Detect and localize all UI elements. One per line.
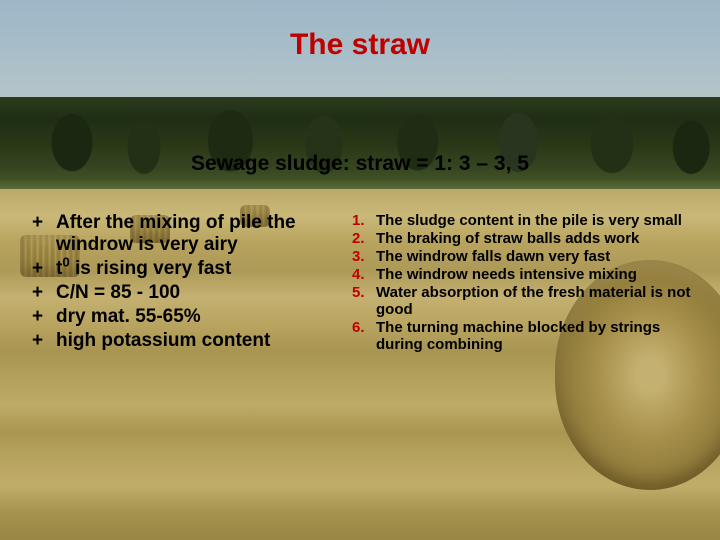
- plus-marker: +: [32, 282, 56, 304]
- cons-item-text: The windrow needs intensive mixing: [376, 266, 702, 283]
- slide-title: The straw: [0, 28, 720, 62]
- pros-item-text: After the mixing of pile the windrow is …: [56, 212, 342, 256]
- plus-marker: +: [32, 330, 56, 352]
- pros-item-text: high potassium content: [56, 330, 342, 352]
- plus-marker: +: [32, 212, 56, 256]
- cons-item: 6.The turning machine blocked by strings…: [352, 319, 702, 353]
- number-marker: 2.: [352, 230, 376, 247]
- cons-item: 1.The sludge content in the pile is very…: [352, 212, 702, 229]
- pros-item: +dry mat. 55-65%: [32, 306, 342, 328]
- number-marker: 3.: [352, 248, 376, 265]
- cons-item-text: Water absorption of the fresh material i…: [376, 284, 702, 318]
- cons-list: 1.The sludge content in the pile is very…: [352, 212, 702, 354]
- pros-item-text: C/N = 85 - 100: [56, 282, 342, 304]
- cons-item: 4.The windrow needs intensive mixing: [352, 266, 702, 283]
- cons-item: 3.The windrow falls dawn very fast: [352, 248, 702, 265]
- pros-item-text: t0 is rising very fast: [56, 258, 342, 280]
- pros-item: +After the mixing of pile the windrow is…: [32, 212, 342, 256]
- number-marker: 6.: [352, 319, 376, 353]
- cons-item: 5.Water absorption of the fresh material…: [352, 284, 702, 318]
- number-marker: 5.: [352, 284, 376, 318]
- slide: The straw Sewage sludge: straw = 1: 3 – …: [0, 0, 720, 540]
- number-marker: 1.: [352, 212, 376, 229]
- cons-item-text: The braking of straw balls adds work: [376, 230, 702, 247]
- number-marker: 4.: [352, 266, 376, 283]
- cons-item-text: The sludge content in the pile is very s…: [376, 212, 702, 229]
- plus-marker: +: [32, 258, 56, 280]
- pros-item: +t0 is rising very fast: [32, 258, 342, 280]
- slide-subtitle: Sewage sludge: straw = 1: 3 – 3, 5: [0, 152, 720, 176]
- cons-item-text: The turning machine blocked by strings d…: [376, 319, 702, 353]
- pros-list: +After the mixing of pile the windrow is…: [32, 212, 342, 354]
- pros-item: +C/N = 85 - 100: [32, 282, 342, 304]
- cons-item-text: The windrow falls dawn very fast: [376, 248, 702, 265]
- pros-item-text: dry mat. 55-65%: [56, 306, 342, 328]
- cons-item: 2.The braking of straw balls adds work: [352, 230, 702, 247]
- pros-item: +high potassium content: [32, 330, 342, 352]
- plus-marker: +: [32, 306, 56, 328]
